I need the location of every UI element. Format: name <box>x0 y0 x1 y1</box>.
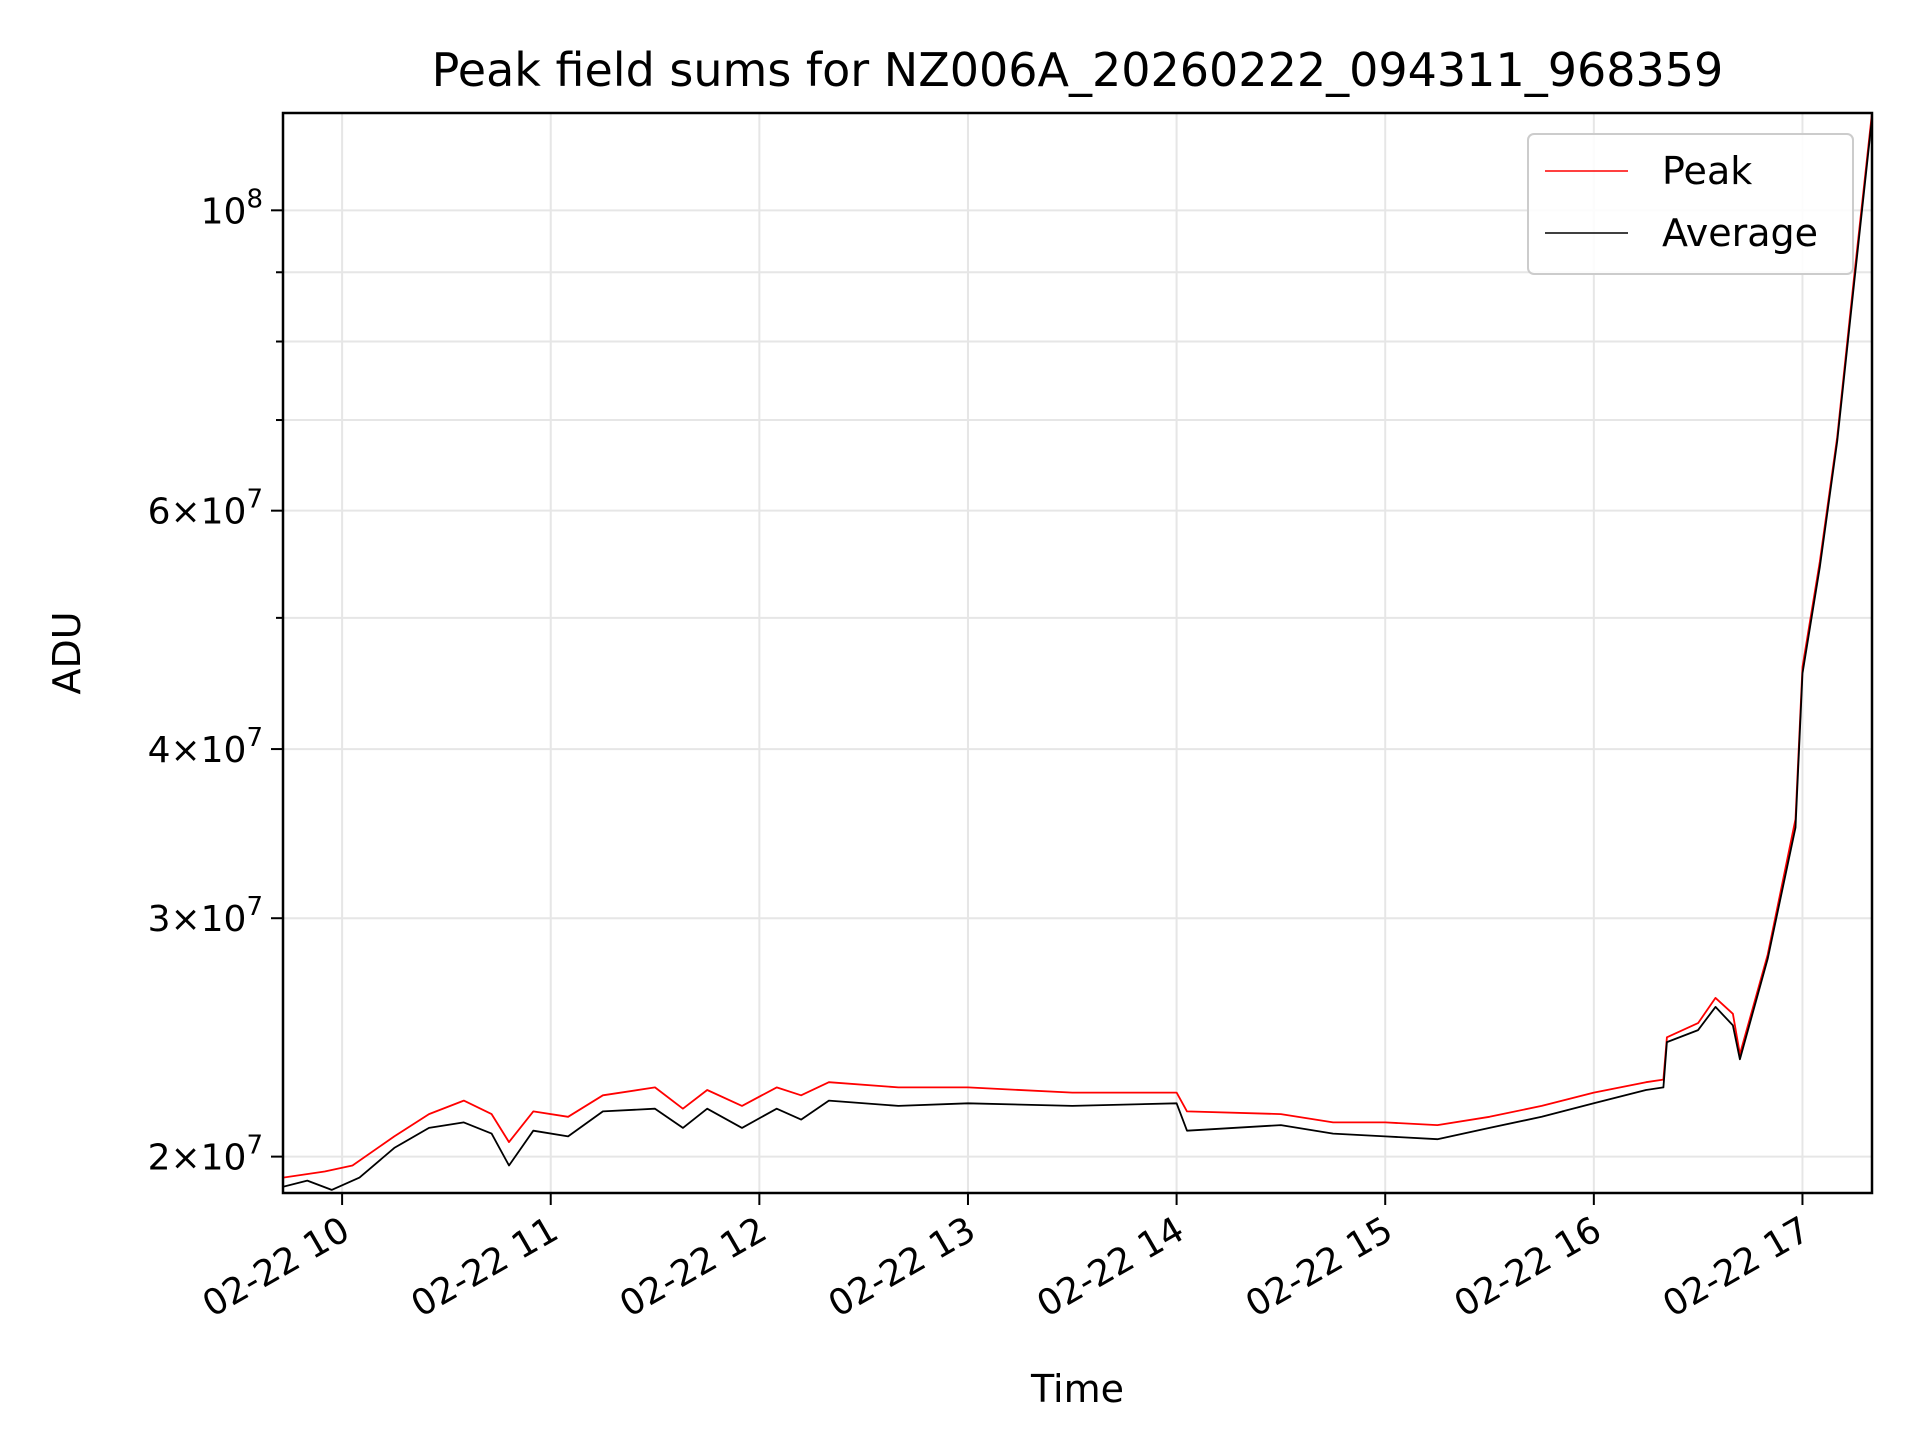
y-tick-coef: 3 <box>148 899 171 940</box>
y-tick-coef: 4 <box>148 730 171 771</box>
series-layer <box>283 113 1872 1191</box>
y-axis-label: ADU <box>45 611 89 694</box>
y-tick-label: 3×107 <box>148 892 263 940</box>
y-tick-label: 4×107 <box>148 723 263 771</box>
legend-box <box>1527 133 1854 275</box>
series-line-average <box>283 117 1872 1191</box>
y-tick-coef: 6 <box>148 492 171 533</box>
y-tick-times: ×10 <box>170 1138 246 1179</box>
y-tick-times: ×10 <box>170 492 246 533</box>
legend-label-average: Average <box>1662 211 1818 255</box>
y-tick-label: 108 <box>201 184 263 232</box>
x-axis-label: Time <box>1030 1367 1124 1411</box>
y-tick-exponent: 7 <box>246 723 263 753</box>
y-tick-exponent: 8 <box>246 184 263 214</box>
plot-area-frame <box>281 111 1874 1195</box>
grid <box>283 113 1872 1193</box>
y-tick-label: 2×107 <box>148 1131 263 1179</box>
y-tick-exponent: 7 <box>246 1131 263 1161</box>
y-tick-label: 6×107 <box>148 485 263 533</box>
y-tick-exponent: 7 <box>246 485 263 515</box>
y-tick-times: ×10 <box>170 899 246 940</box>
y-tick-base: 10 <box>201 191 247 232</box>
y-tick-coef: 2 <box>148 1138 171 1179</box>
legend: Peak Average <box>1527 133 1854 275</box>
legend-label-peak: Peak <box>1662 149 1752 193</box>
chart-title: Peak field sums for NZ006A_20260222_0943… <box>432 43 1724 97</box>
y-tick-times: ×10 <box>170 730 246 771</box>
series-line-peak <box>283 113 1872 1179</box>
y-tick-exponent: 7 <box>246 892 263 922</box>
